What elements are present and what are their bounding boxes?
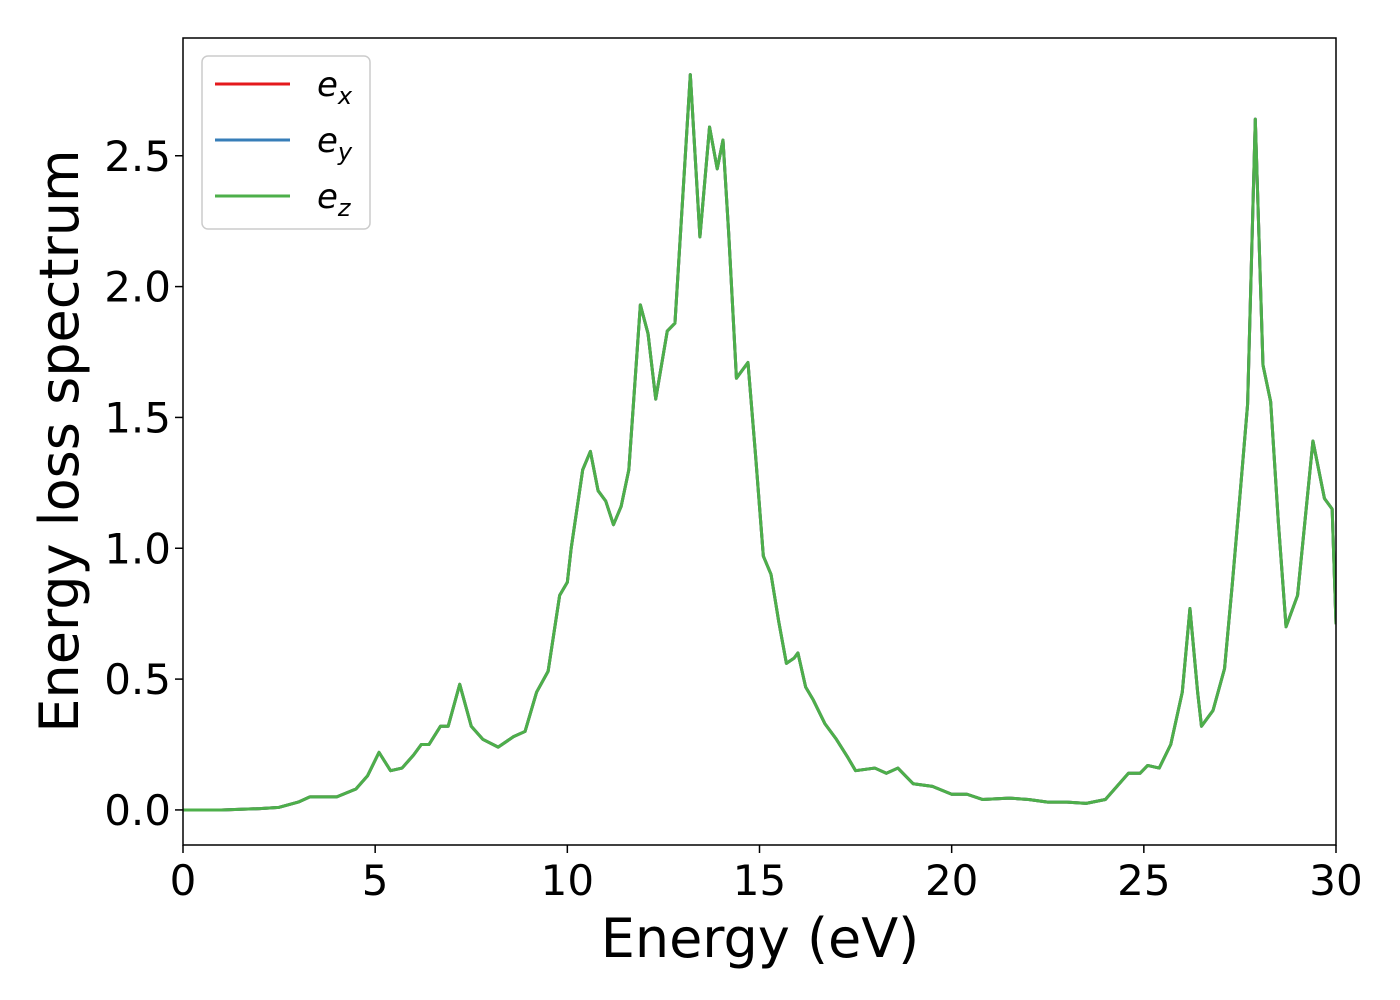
x-tick-label: 5 xyxy=(362,856,389,905)
x-tick-label: 0 xyxy=(170,856,197,905)
series-line xyxy=(183,73,1336,812)
y-tick-label: 1.0 xyxy=(104,524,171,573)
legend-box xyxy=(201,55,371,230)
y-tick-label: 1.5 xyxy=(104,393,171,442)
y-axis-label: Energy loss spectrum xyxy=(28,149,91,732)
x-axis-label: Energy (eV) xyxy=(601,907,920,970)
legend-label: ex xyxy=(317,65,353,110)
legend-label: ey xyxy=(317,121,353,166)
x-tick-label: 20 xyxy=(925,856,978,905)
y-tick-label: 0.5 xyxy=(104,655,171,704)
plot-frame xyxy=(182,37,1337,846)
y-tick-label: 2.0 xyxy=(104,263,171,312)
legend-label: ez xyxy=(317,177,352,222)
x-tick-label: 25 xyxy=(1117,856,1170,905)
x-tick-label: 15 xyxy=(733,856,786,905)
plot xyxy=(183,73,1336,812)
y-tick-label: 2.5 xyxy=(104,132,171,181)
x-tick-label: 30 xyxy=(1309,856,1362,905)
y-tick-label: 0.0 xyxy=(104,786,171,835)
x-tick-label: 10 xyxy=(541,856,594,905)
